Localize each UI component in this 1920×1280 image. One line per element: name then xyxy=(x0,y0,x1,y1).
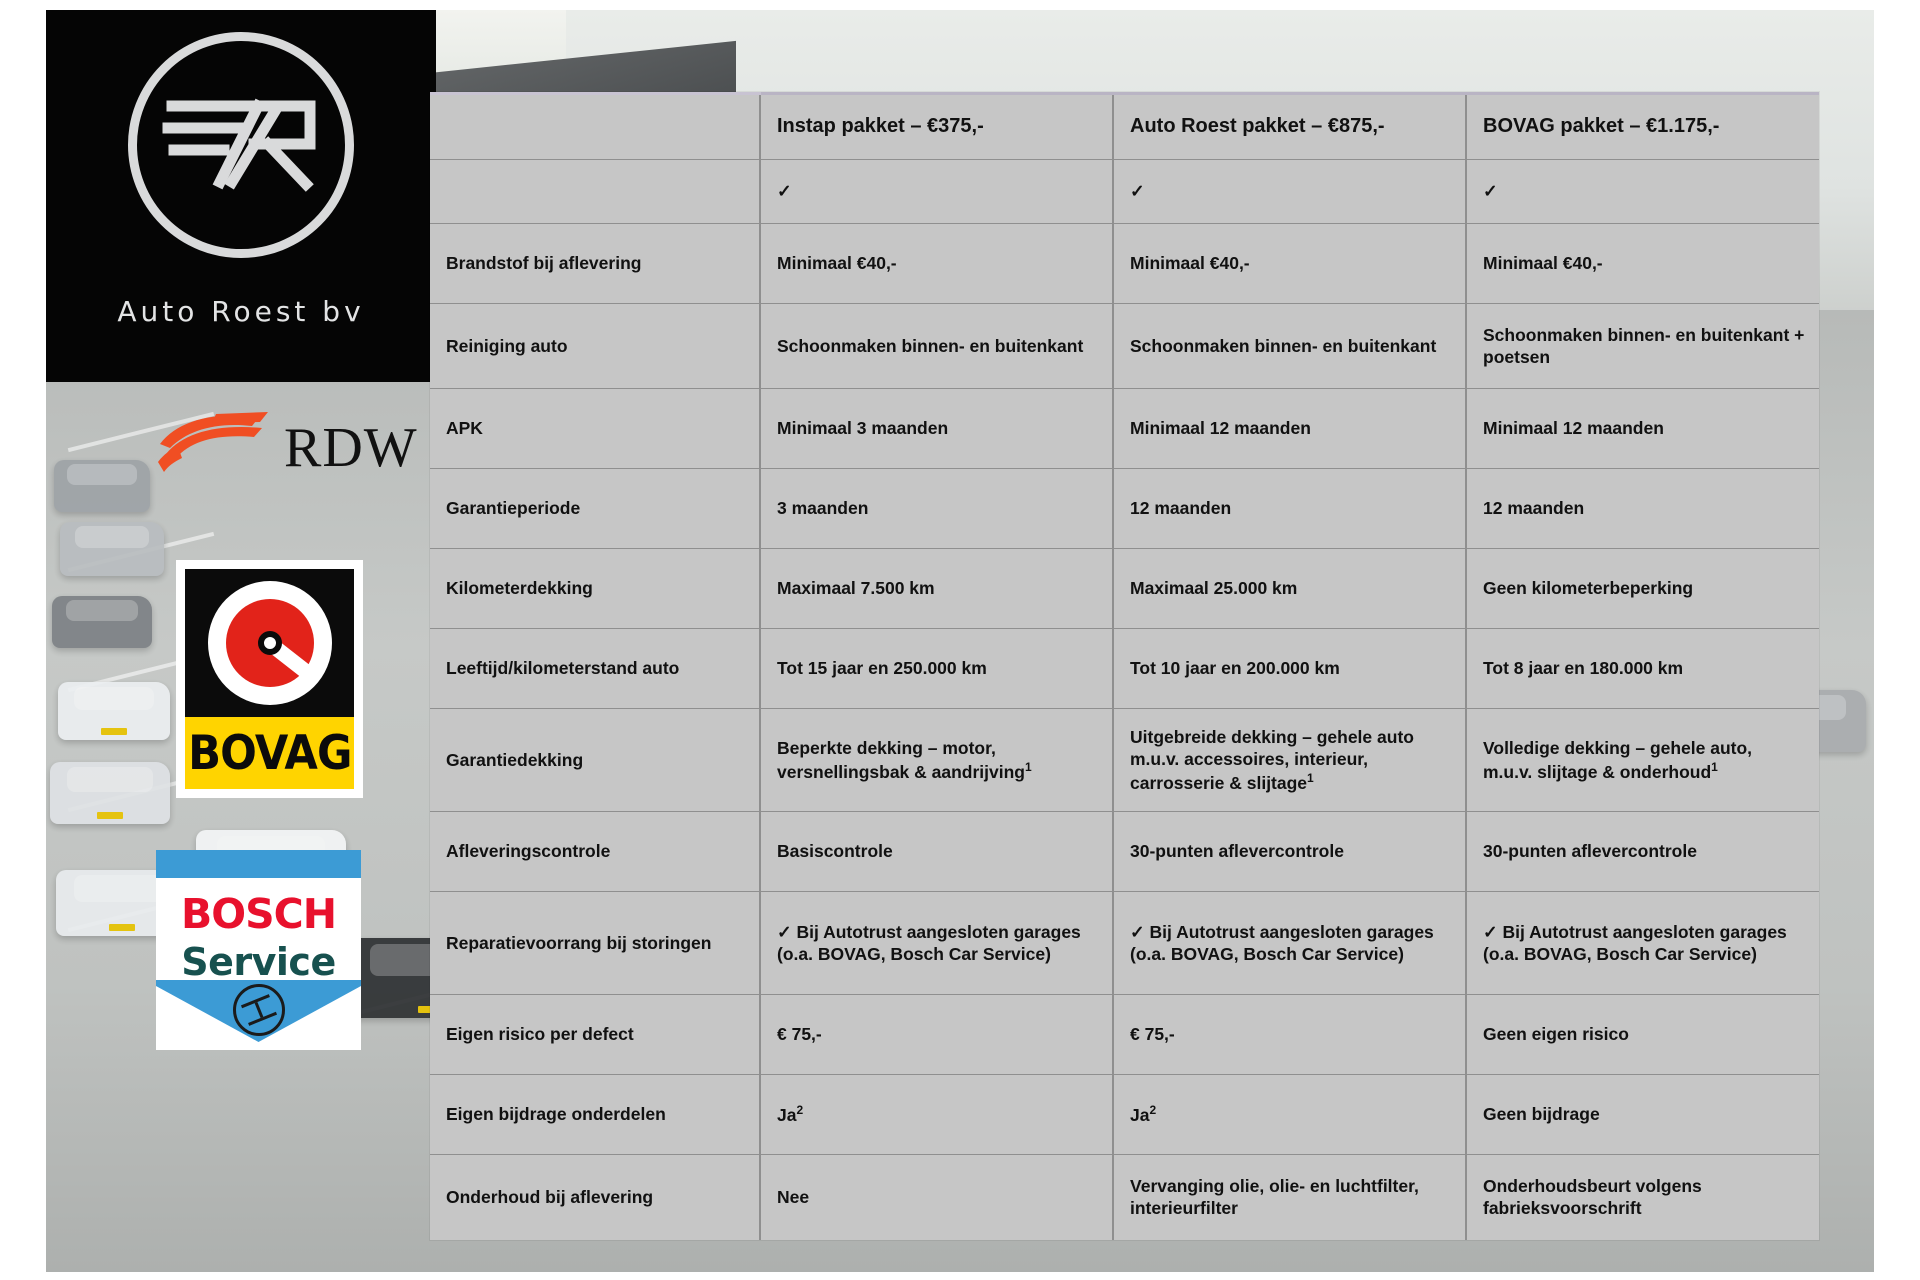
table-row: ✓ ✓ ✓ xyxy=(430,159,1819,224)
cell-bovag: Geen eigen risico xyxy=(1466,994,1819,1075)
company-name: Auto Roest bv xyxy=(117,295,365,328)
row-label: Brandstof bij aflevering xyxy=(430,223,761,304)
row-label: Onderhoud bij aflevering xyxy=(430,1154,761,1240)
table-row: Eigen bijdrage onderdelen Ja2 Ja2 Geen bijd… xyxy=(430,1074,1819,1155)
package-comparison-table: Instap pakket – €375,- Auto Roest pakket… xyxy=(430,92,1819,1240)
cell-autoroest: 12 maanden xyxy=(1113,468,1467,549)
cell-autoroest: € 75,- xyxy=(1113,994,1467,1075)
cell-instap: Nee xyxy=(760,1154,1114,1240)
table-header-row: Instap pakket – €375,- Auto Roest pakket… xyxy=(430,92,1819,160)
bovag-label: BOVAG xyxy=(187,725,352,781)
package-comparison-table-wrapper: Instap pakket – €375,- Auto Roest pakket… xyxy=(430,92,1819,1240)
table-row: Garantieperiode 3 maanden 12 maanden 12 maa… xyxy=(430,468,1819,549)
rdw-logo: RDW xyxy=(156,408,456,486)
cell-instap: ✓ xyxy=(760,159,1114,224)
bosch-emblem-icon xyxy=(232,984,285,1036)
cell-autoroest: Ja2 xyxy=(1113,1074,1467,1155)
cell-autoroest: 30-punten aflevercontrole xyxy=(1113,811,1467,892)
table-row: Eigen risico per defect € 75,- € 75,- Geen … xyxy=(430,994,1819,1075)
cell-bovag: Volledige dekking – gehele auto, m.u.v. … xyxy=(1466,708,1819,812)
row-label: Kilometerdekking xyxy=(430,548,761,629)
cell-instap: Minimaal €40,- xyxy=(760,223,1114,304)
table-row: Leeftijd/kilometerstand auto Tot 15 jaar … xyxy=(430,628,1819,709)
cell-autoroest: Minimaal €40,- xyxy=(1113,223,1467,304)
row-label: Leeftijd/kilometerstand auto xyxy=(430,628,761,709)
row-label: Garantieperiode xyxy=(430,468,761,549)
cell-bovag: 30-punten aflevercontrole xyxy=(1466,811,1819,892)
cell-instap: Ja2 xyxy=(760,1074,1114,1155)
row-label: Afleveringscontrole xyxy=(430,811,761,892)
table-row: APK Minimaal 3 maanden Minimaal 12 maanden… xyxy=(430,388,1819,469)
cell-bovag: Minimaal 12 maanden xyxy=(1466,388,1819,469)
cell-autoroest: Maximaal 25.000 km xyxy=(1113,548,1467,629)
cell-bovag: 12 maanden xyxy=(1466,468,1819,549)
auto-roest-logo-icon xyxy=(128,32,354,258)
bosch-label: BOSCH xyxy=(180,890,337,938)
cell-autoroest: Schoonmaken binnen- en buitenkant xyxy=(1113,303,1467,389)
bosch-service-label: Service xyxy=(181,940,336,984)
cell-bovag: Onderhoudsbeurt volgens fabrieksvoorschr… xyxy=(1466,1154,1819,1240)
cell-instap: Schoonmaken binnen- en buitenkant xyxy=(760,303,1114,389)
cell-bovag: Tot 8 jaar en 180.000 km xyxy=(1466,628,1819,709)
cell-autoroest: Tot 10 jaar en 200.000 km xyxy=(1113,628,1467,709)
cell-instap: Maximaal 7.500 km xyxy=(760,548,1114,629)
cell-bovag: ✓ xyxy=(1466,159,1819,224)
table-row: Reparatievoorrang bij storingen ✓ Bij Aut… xyxy=(430,891,1819,995)
bovag-logo: BOVAG xyxy=(176,560,363,798)
rdw-label: RDW xyxy=(284,417,418,479)
row-label: Eigen bijdrage onderdelen xyxy=(430,1074,761,1155)
row-label: Garantiedekking xyxy=(430,708,761,812)
cell-autoroest: ✓ xyxy=(1113,159,1467,224)
table-row: Brandstof bij aflevering Minimaal €40,- Mi… xyxy=(430,223,1819,304)
table-header-feature xyxy=(430,92,761,160)
cell-autoroest: ✓ Bij Autotrust aangesloten garages (o.a… xyxy=(1113,891,1467,995)
cell-instap: Basiscontrole xyxy=(760,811,1114,892)
table-row: Garantiedekking Beperkte dekking – motor,… xyxy=(430,708,1819,812)
brand-logo-panel: Auto Roest bv xyxy=(46,10,436,382)
table-row: Reiniging auto Schoonmaken binnen- en bui… xyxy=(430,303,1819,389)
row-label: Eigen risico per defect xyxy=(430,994,761,1075)
table-header-bovag: BOVAG pakket – €1.175,- xyxy=(1466,92,1819,160)
bosch-top-bar xyxy=(156,850,361,878)
table-header: Instap pakket – €375,- Auto Roest pakket… xyxy=(430,92,1819,160)
cell-instap: € 75,- xyxy=(760,994,1114,1075)
content-stage: Auto Roest bv RDW BOV xyxy=(46,10,1874,1272)
bovag-wordmark: BOVAG xyxy=(185,717,354,789)
table-row: Kilometerdekking Maximaal 7.500 km Maximaa… xyxy=(430,548,1819,629)
cell-autoroest: Vervanging olie, olie- en luchtfilter, i… xyxy=(1113,1154,1467,1240)
table-header-autoroest: Auto Roest pakket – €875,- xyxy=(1113,92,1467,160)
cell-bovag: Geen bijdrage xyxy=(1466,1074,1819,1155)
cell-instap: Beperkte dekking – motor, versnellingsba… xyxy=(760,708,1114,812)
cell-bovag: Geen kilometerbeperking xyxy=(1466,548,1819,629)
bovag-emblem-icon xyxy=(185,569,354,717)
row-label: APK xyxy=(430,388,761,469)
table-row: Afleveringscontrole Basiscontrole 30-punte… xyxy=(430,811,1819,892)
cell-bovag: Schoonmaken binnen- en buitenkant + poet… xyxy=(1466,303,1819,389)
cell-autoroest: Uitgebreide dekking – gehele auto m.u.v.… xyxy=(1113,708,1467,812)
table-row: Onderhoud bij aflevering Nee Vervanging ol… xyxy=(430,1154,1819,1240)
cell-instap: Tot 15 jaar en 250.000 km xyxy=(760,628,1114,709)
bosch-car-service-logo: BOSCH Service xyxy=(156,850,361,1050)
cell-instap: ✓ Bij Autotrust aangesloten garages (o.a… xyxy=(760,891,1114,995)
row-label: Reparatievoorrang bij storingen xyxy=(430,891,761,995)
cell-bovag: Minimaal €40,- xyxy=(1466,223,1819,304)
cell-autoroest: Minimaal 12 maanden xyxy=(1113,388,1467,469)
row-label: Reiniging auto xyxy=(430,303,761,389)
cell-instap: Minimaal 3 maanden xyxy=(760,388,1114,469)
row-label xyxy=(430,159,761,224)
table-body: ✓ ✓ ✓ Brandstof bij aflevering Minimaal €40,… xyxy=(430,159,1819,1240)
table-header-instap: Instap pakket – €375,- xyxy=(760,92,1114,160)
cell-bovag: ✓ Bij Autotrust aangesloten garages (o.a… xyxy=(1466,891,1819,995)
cell-instap: 3 maanden xyxy=(760,468,1114,549)
